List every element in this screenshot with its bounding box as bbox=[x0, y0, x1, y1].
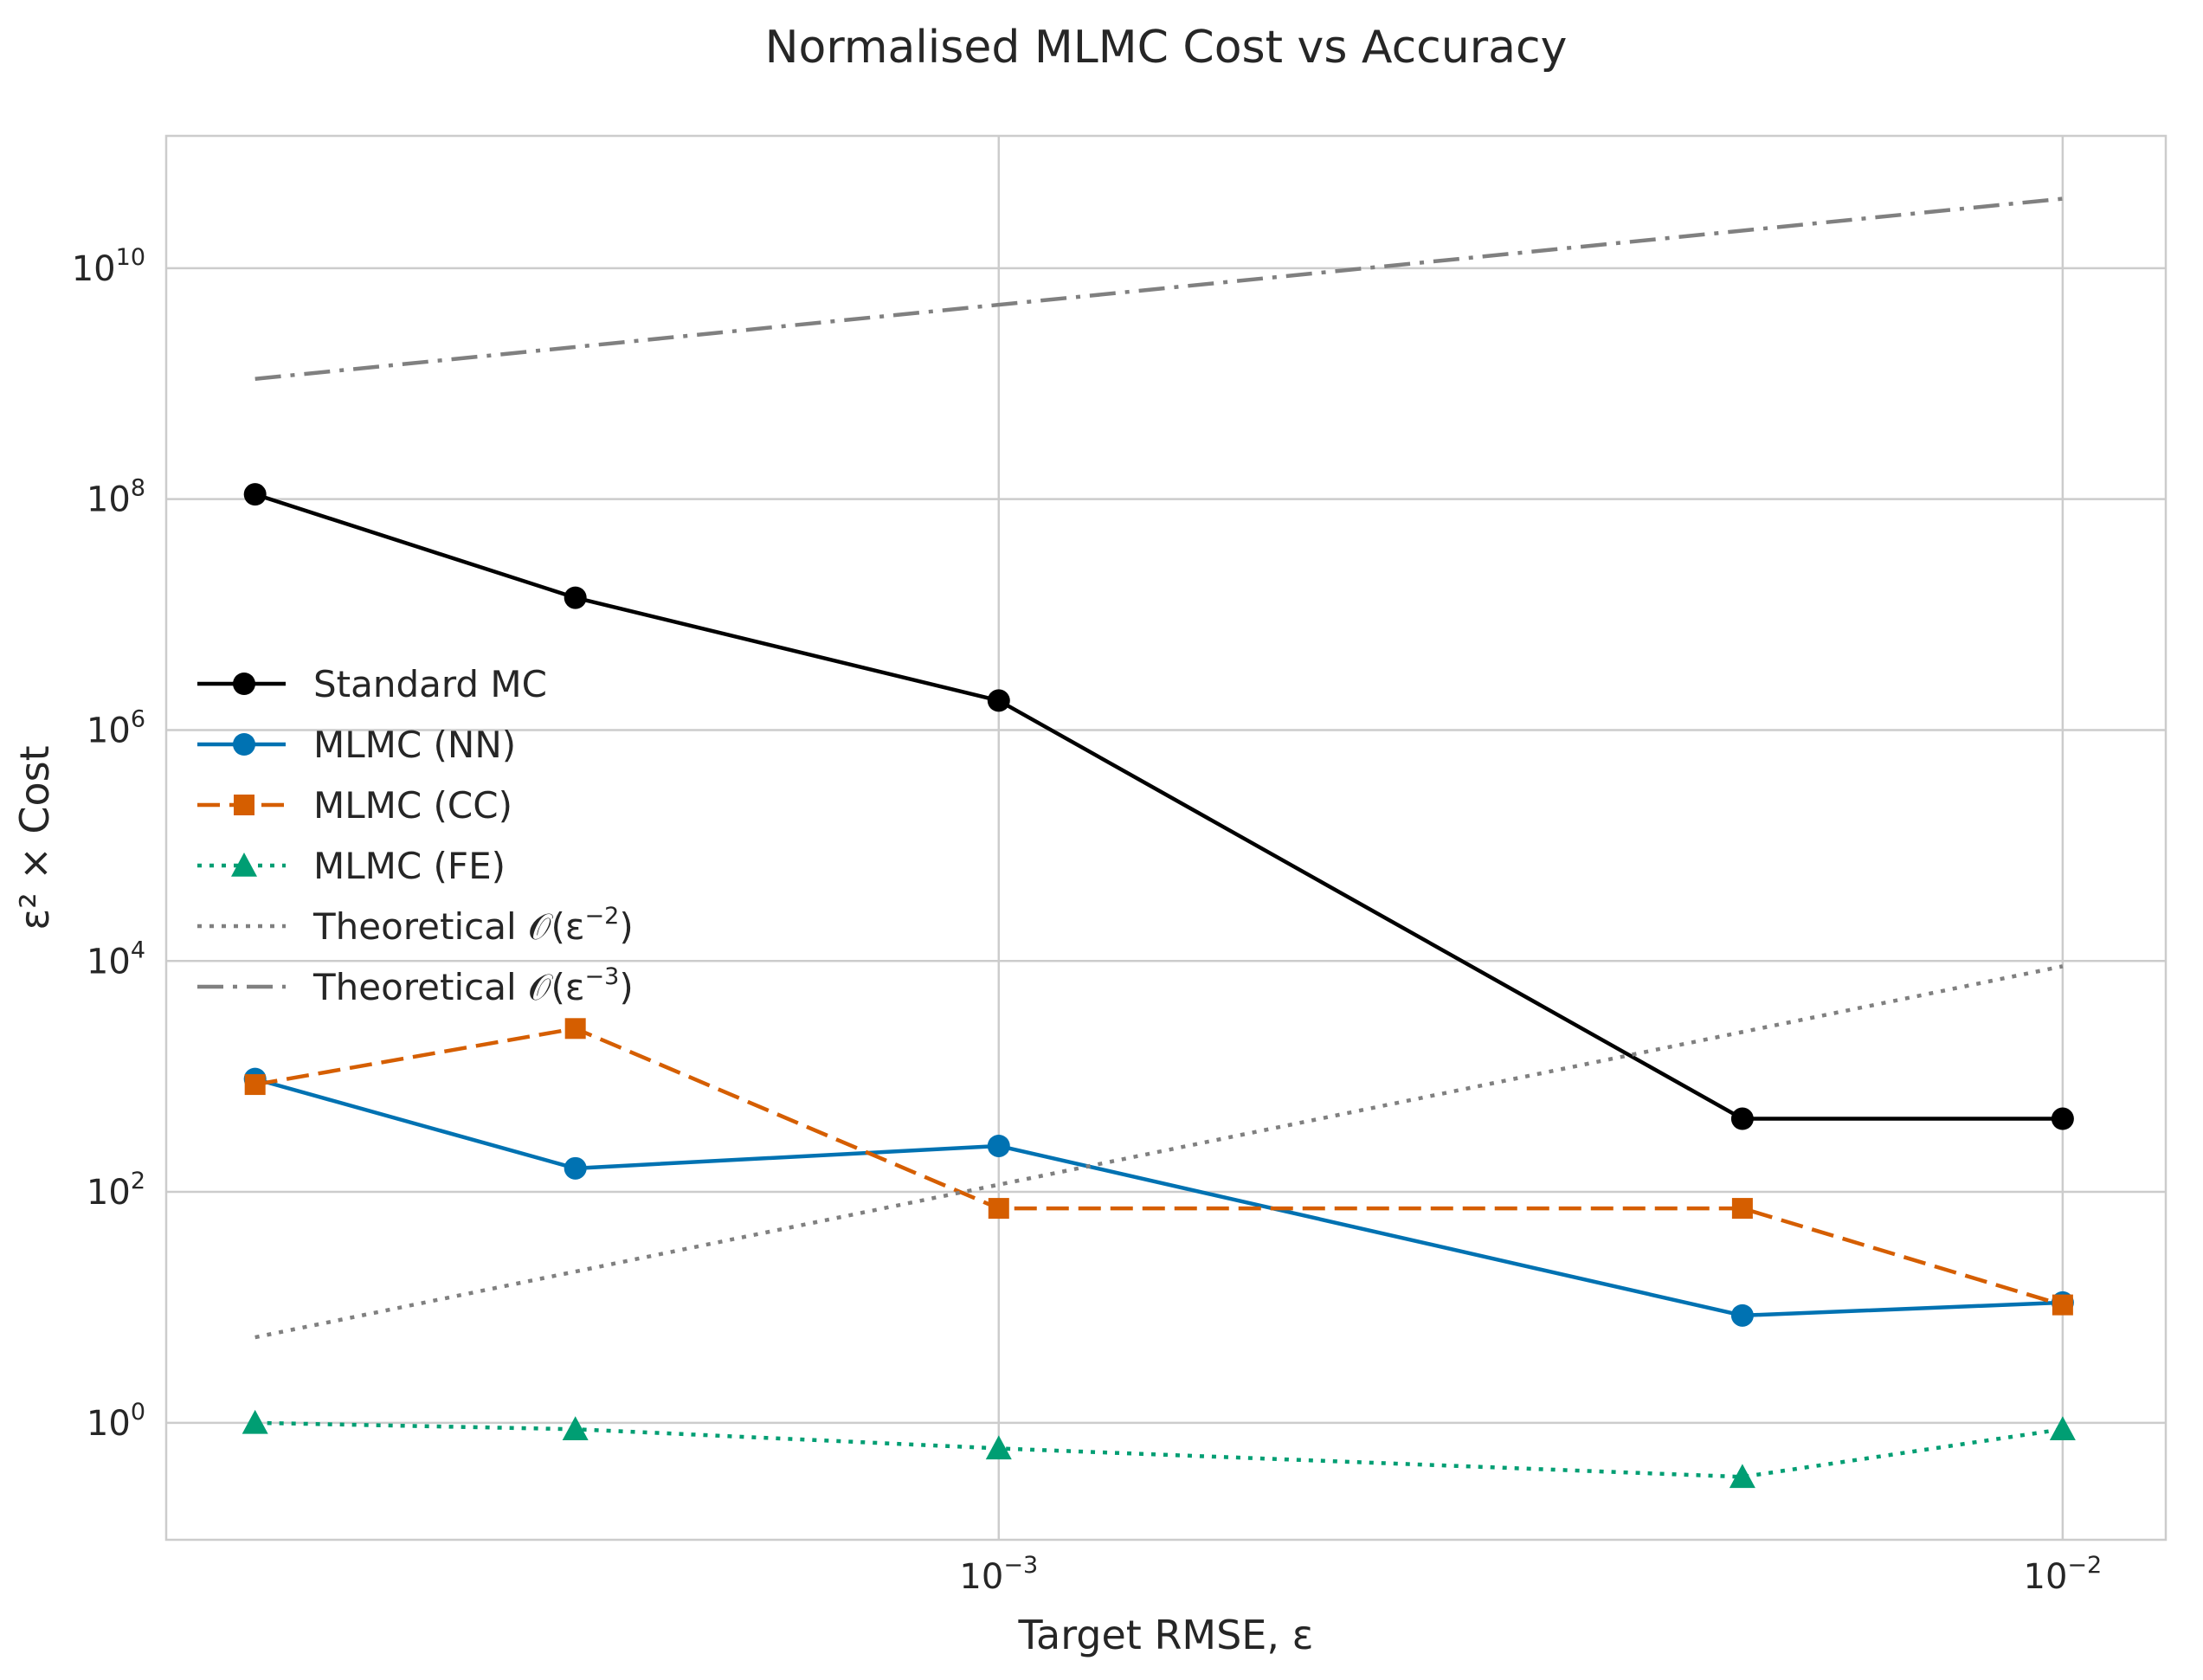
y-tick-label-base: 10 bbox=[87, 1173, 131, 1213]
y-tick-label-exponent: 8 bbox=[131, 475, 145, 502]
legend-label-exponent: −3 bbox=[585, 963, 620, 990]
series-theoretical-o-eps-3 bbox=[254, 196, 2064, 382]
data-point-standard-mc bbox=[2051, 1107, 2074, 1130]
legend-label-base: Theoretical 𝒪(ε bbox=[312, 966, 585, 1008]
data-point-mlmc-cc bbox=[244, 1074, 266, 1096]
x-tick-label-exponent: −3 bbox=[1003, 1552, 1038, 1579]
legend-entry-theoretical-o-eps-3: Theoretical 𝒪(ε−3) bbox=[197, 963, 634, 1008]
series-mlmc-cc bbox=[244, 1018, 2073, 1316]
legend-label-tail: ) bbox=[619, 905, 633, 948]
legend-label: MLMC (NN) bbox=[313, 724, 516, 766]
y-tick-label-exponent: 10 bbox=[116, 244, 145, 271]
x-tick-labels: 10−3 10−2 bbox=[959, 1552, 2102, 1597]
legend-entry-mlmc-nn: MLMC (NN) bbox=[197, 724, 516, 766]
series-standard-mc bbox=[243, 483, 2074, 1130]
legend-marker bbox=[231, 853, 257, 877]
x-tick-label-exponent: −2 bbox=[2067, 1552, 2102, 1579]
legend: Standard MC MLMC (NN) MLMC (CC) MLMC (FE) Th… bbox=[197, 663, 634, 1008]
data-point-mlmc-fe bbox=[1729, 1464, 1755, 1489]
series-layer bbox=[242, 196, 2076, 1489]
data-point-standard-mc bbox=[1730, 1107, 1754, 1130]
legend-entry-mlmc-fe: MLMC (FE) bbox=[197, 845, 506, 887]
legend-marker bbox=[234, 795, 254, 815]
legend-label: MLMC (FE) bbox=[313, 845, 506, 887]
x-tick-label-base: 10 bbox=[2024, 1557, 2068, 1597]
y-tick-label: 1010 bbox=[72, 244, 145, 289]
y-tick-label-base: 10 bbox=[87, 711, 131, 750]
legend-marker bbox=[233, 733, 255, 756]
y-tick-label: 108 bbox=[87, 475, 145, 520]
legend-label: MLMC (CC) bbox=[313, 784, 512, 827]
y-tick-label-exponent: 4 bbox=[131, 937, 145, 963]
legend-entry-theoretical-o-eps-2: Theoretical 𝒪(ε−2) bbox=[197, 903, 634, 948]
data-point-mlmc-cc bbox=[564, 1018, 586, 1040]
y-tick-label: 104 bbox=[87, 937, 145, 982]
data-point-standard-mc bbox=[243, 483, 267, 506]
legend-entry-mlmc-cc: MLMC (CC) bbox=[197, 784, 512, 827]
data-point-mlmc-fe bbox=[985, 1435, 1012, 1460]
series-line-theoretical-o-eps-3 bbox=[254, 196, 2064, 382]
x-tick-label-base: 10 bbox=[959, 1557, 1003, 1597]
x-tick-label: 10−2 bbox=[2024, 1552, 2103, 1597]
series-theoretical-o-eps-2 bbox=[254, 964, 2064, 1340]
data-point-mlmc-cc bbox=[2052, 1294, 2073, 1316]
data-point-mlmc-nn bbox=[564, 1156, 587, 1180]
y-tick-label-base: 10 bbox=[87, 480, 131, 520]
series-line-theoretical-o-eps-2 bbox=[254, 964, 2064, 1340]
chart-title: Normalised MLMC Cost vs Accuracy bbox=[765, 22, 1568, 74]
legend-label-base: Theoretical 𝒪(ε bbox=[312, 905, 585, 948]
legend-label: Theoretical 𝒪(ε−2) bbox=[312, 903, 634, 948]
legend-label-tail: ) bbox=[619, 966, 633, 1008]
legend-label: Standard MC bbox=[313, 663, 547, 705]
x-tick-label: 10−3 bbox=[959, 1552, 1038, 1597]
y-tick-label: 102 bbox=[87, 1168, 145, 1213]
series-mlmc-nn bbox=[243, 1067, 2074, 1327]
series-mlmc-fe bbox=[242, 1409, 2076, 1489]
legend-marker bbox=[233, 673, 255, 695]
x-axis-title: Target RMSE, ε bbox=[1018, 1612, 1314, 1658]
legend-label: Theoretical 𝒪(ε−3) bbox=[312, 963, 634, 1008]
legend-entry-standard-mc: Standard MC bbox=[197, 663, 547, 705]
grid bbox=[166, 136, 2166, 1540]
data-point-mlmc-cc bbox=[988, 1198, 1009, 1220]
data-point-mlmc-fe bbox=[242, 1409, 268, 1434]
data-point-mlmc-fe bbox=[562, 1416, 589, 1440]
data-point-standard-mc bbox=[987, 689, 1010, 712]
data-point-mlmc-nn bbox=[1730, 1303, 1754, 1327]
y-axis-title: ε² × Cost bbox=[11, 745, 58, 930]
y-tick-label-base: 10 bbox=[72, 249, 116, 289]
y-tick-label-base: 10 bbox=[87, 942, 131, 982]
y-tick-label-exponent: 6 bbox=[131, 705, 145, 732]
y-tick-label: 106 bbox=[87, 705, 145, 750]
y-tick-label-base: 10 bbox=[87, 1404, 131, 1444]
data-point-mlmc-nn bbox=[987, 1134, 1010, 1157]
data-point-standard-mc bbox=[564, 586, 587, 609]
y-tick-label-exponent: 2 bbox=[131, 1168, 145, 1194]
data-point-mlmc-cc bbox=[1731, 1198, 1753, 1220]
y-tick-label: 100 bbox=[87, 1399, 145, 1444]
legend-label-exponent: −2 bbox=[585, 903, 620, 930]
y-tick-label-exponent: 0 bbox=[131, 1399, 145, 1426]
plot-frame bbox=[164, 134, 2168, 1542]
data-point-mlmc-fe bbox=[2049, 1416, 2076, 1440]
